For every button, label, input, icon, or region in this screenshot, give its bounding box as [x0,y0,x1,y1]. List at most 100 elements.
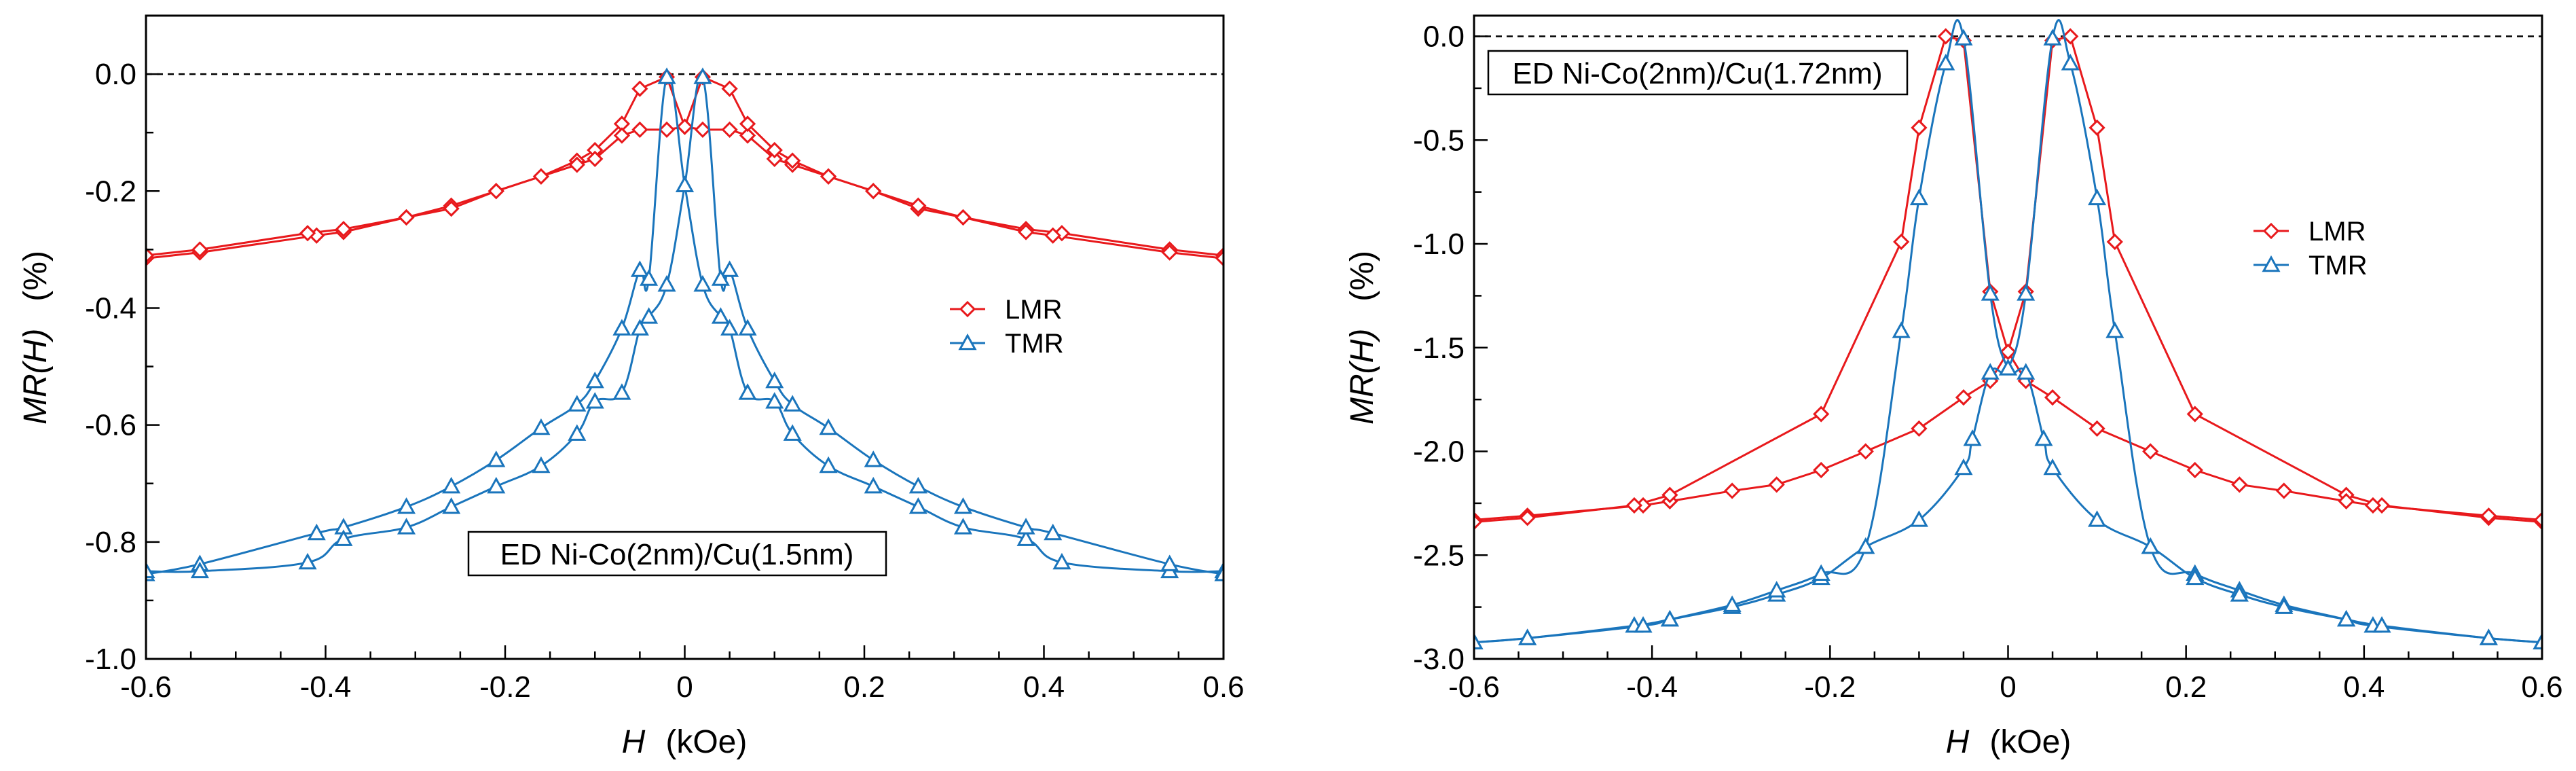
right-tmr-point [2372,616,2391,633]
right-tmr-point [1936,54,1955,71]
left-lmr-point [1215,250,1223,267]
left-tmr-point [397,497,416,514]
left-tmr-point [442,497,461,514]
right-legend-lmr-marker [2262,222,2280,240]
left-legend-lmr-marker [959,300,976,318]
left-tmr-point [908,476,927,494]
right-x-tick-label: 0.4 [2343,670,2385,704]
left-tmr-point [1016,518,1035,535]
right-tmr-point [2017,284,2036,301]
right-tmr-point [2230,585,2249,602]
right-lmr-point [2106,233,2123,251]
left-lmr-point [766,141,783,159]
left-lmr-point [721,121,738,138]
left-tmr-point [397,518,416,535]
right-tmr-point [1660,609,1679,627]
left-x-axis-unit: (kOe) [665,724,747,760]
left-tmr-point [720,260,739,277]
right-lmr-line-0 [1474,35,2542,523]
left-tmr-point [630,319,649,336]
left-lmr-point [676,118,693,135]
left-tmr-point [487,450,506,467]
right-lmr-point [1813,406,1830,423]
right-tmr-point [1474,632,1484,649]
left-legend-lmr-label: LMR [1005,295,1062,325]
left-tmr-point [487,476,506,494]
left-annotation-box: ED Ni-Co(2nm)/Cu(1.5nm) [467,531,887,577]
right-annotation-box: ED Ni-Co(2nm)/Cu(1.72nm) [1487,50,1909,96]
left-tmr-point [442,476,461,494]
left-lmr-point [865,183,882,200]
left-tmr-line-1 [146,73,1223,575]
left-lmr-point [739,127,756,144]
right-lmr-point [1937,28,1954,45]
right-y-axis-unit: (%) [1344,251,1380,302]
left-data-layer [146,67,1223,581]
left-tmr-point [783,424,802,441]
left-tmr-point [765,392,784,409]
right-tmr-point [1723,595,1742,612]
right-lmr-point [2089,119,2105,137]
left-lmr-point [820,168,837,185]
right-plot-area [1474,19,2542,649]
left-x-axis-label: H (kOe) [622,724,748,760]
left-tmr-point [568,395,587,412]
left-tmr-point [711,269,730,286]
right-tmr-point [1954,458,1973,476]
right-x-tick-label: -0.4 [1626,670,1678,704]
left-lmr-point [1017,223,1035,240]
left-tmr-point [675,175,695,192]
left-plot-area [146,67,1223,581]
right-x-tick-label: 0.6 [2521,670,2562,704]
right-tmr-point [1998,359,2018,376]
right-legend: LMR TMR [2253,217,2368,281]
left-y-axis-label: MR(H) (%) [18,251,54,425]
left-lmr-point [532,168,550,185]
right-lmr-point [2186,461,2203,479]
left-lmr-point [587,150,604,168]
right-legend-tmr-marker [2262,255,2281,272]
left-lmr-point [1161,244,1178,261]
left-tmr-point [585,392,604,409]
right-lmr-point [1911,420,1928,437]
right-tmr-point [2337,609,2356,627]
right-tmr-point [2061,54,2080,71]
right-lmr-point [1474,514,1483,531]
left-lmr-point [955,209,972,226]
right-tmr-point [2533,632,2542,649]
right-lmr-point [1955,389,1972,406]
right-tmr-point [1811,564,1830,581]
left-tmr-point [640,307,659,324]
left-lmr-point [766,150,783,168]
left-tmr-point [146,561,155,579]
right-lmr-point [2275,482,2292,499]
right-legend-lmr-label: LMR [2308,217,2366,247]
right-y-axis-label: MR(H) (%) [1344,251,1380,425]
right-tmr-point [1856,537,1875,554]
left-tmr-point [738,319,757,336]
left-lmr-point [487,183,504,200]
left-x-tick-label: 0.4 [1023,670,1065,704]
left-ticks: -0.6 -0.4 -0.2 0 0.2 0.4 0.6 -1.0 -0.8 -0.6 -0.4 -0… [85,14,1245,704]
right-legend-lmr-swatch [2253,222,2289,240]
right-tmr-point [1634,616,1653,633]
right-tmr-line-0 [1474,19,2542,644]
left-y-tick-label: -1.0 [85,643,136,676]
left-lmr-point [299,225,316,242]
right-tmr-point [2105,321,2124,338]
right-lmr-point [2142,443,2159,460]
left-tmr-point [908,497,927,514]
left-lmr-point [146,247,155,264]
left-lmr-point [443,200,460,217]
left-lmr-point [191,241,208,258]
right-tmr-point [2275,597,2294,614]
left-lmr-point [1044,227,1061,244]
left-lmr-point [568,156,585,173]
left-tmr-point [612,383,631,400]
left-tmr-point [190,561,209,579]
right-legend-tmr-label: TMR [2308,251,2368,281]
right-y-tick-label: 0.0 [1423,20,1465,54]
right-lmr-point [1857,443,1874,460]
left-lmr-point [694,121,712,138]
left-annotation-text: ED Ni-Co(2nm)/Cu(1.5nm) [500,538,854,571]
